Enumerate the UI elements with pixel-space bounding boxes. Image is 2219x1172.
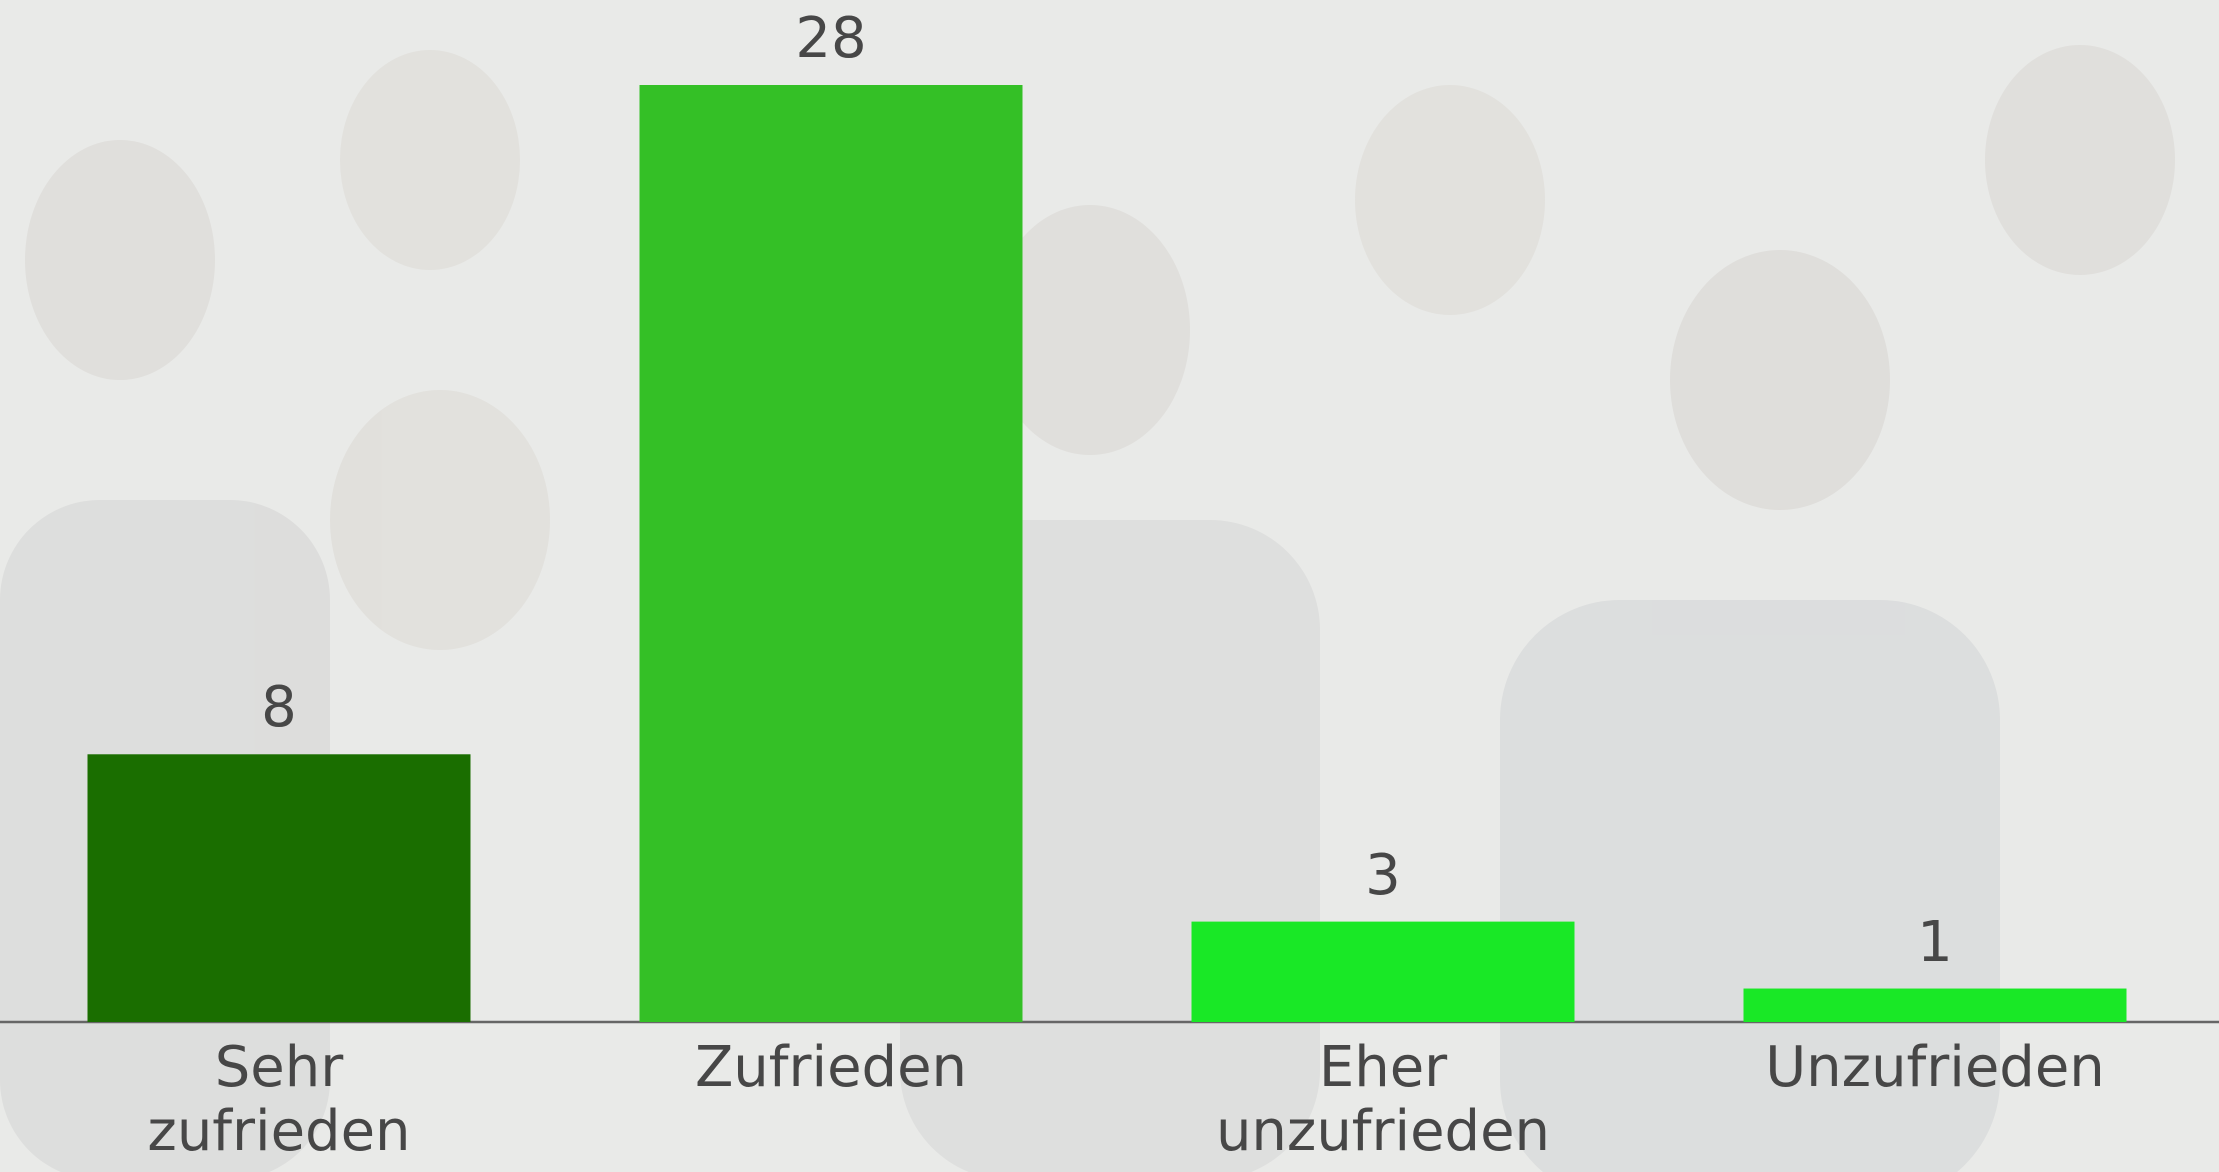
chart	[0, 0, 2219, 1172]
bar	[1192, 922, 1575, 1022]
x-tick-label: Eher unzufrieden	[1183, 1036, 1583, 1164]
value-label: 3	[1283, 844, 1483, 908]
x-tick-label: Unzufrieden	[1735, 1036, 2135, 1100]
x-tick-label: Zufrieden	[631, 1036, 1031, 1100]
x-tick-label: Sehr zufrieden	[79, 1036, 479, 1164]
bar	[640, 85, 1023, 1022]
value-label: 8	[179, 676, 379, 740]
value-label: 1	[1835, 911, 2035, 975]
bar	[1744, 989, 2127, 1022]
bar	[88, 754, 471, 1022]
page: {"chart_data": {"type": "bar", "categori…	[0, 0, 2219, 1172]
value-label: 28	[731, 7, 931, 71]
